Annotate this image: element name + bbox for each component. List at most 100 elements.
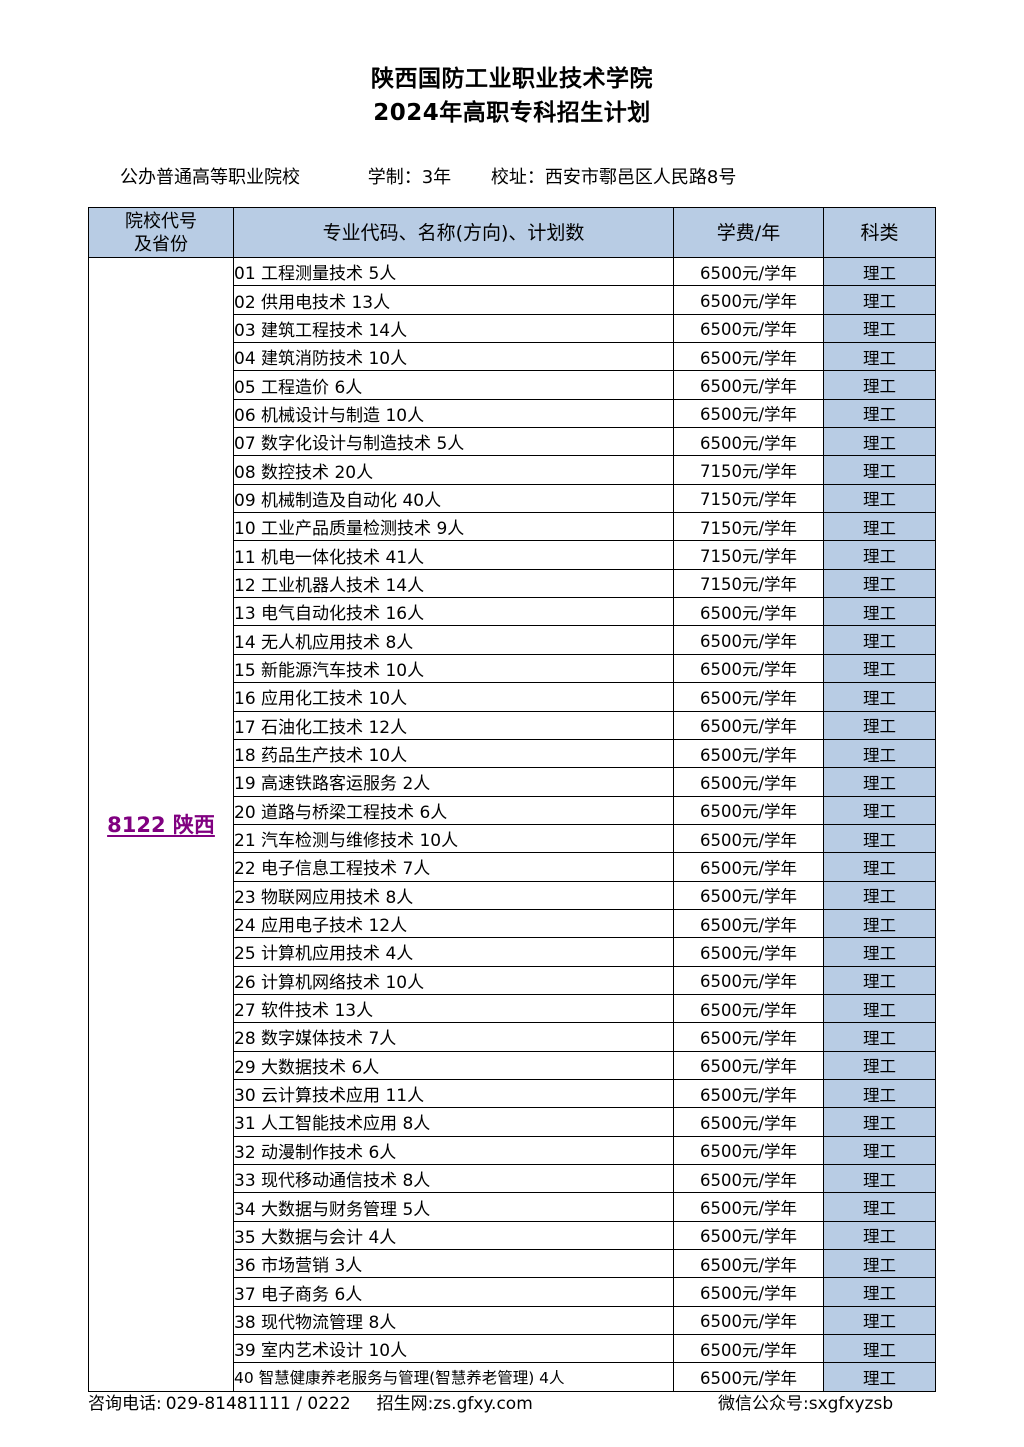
tuition-fee-cell: 6500元/学年 bbox=[673, 313, 824, 344]
table-row: 24 应用电子技术 12人 6500元/学年 理工 bbox=[89, 908, 936, 939]
column-header-school-code: 院校代号 及省份 bbox=[88, 207, 234, 258]
subject-category-cell: 理工 bbox=[823, 1107, 936, 1137]
major-cell: 34 大数据与财务管理 5人 bbox=[233, 1192, 674, 1222]
subject-category-cell: 理工 bbox=[823, 653, 936, 684]
column-header-school-code-line2: 及省份 bbox=[134, 233, 188, 255]
tuition-fee-cell: 6500元/学年 bbox=[673, 1022, 824, 1052]
tuition-fee-cell: 6500元/学年 bbox=[673, 937, 824, 967]
major-cell: 22 电子信息工程技术 7人 bbox=[233, 852, 674, 882]
subject-category-cell: 理工 bbox=[823, 880, 936, 910]
tuition-fee-cell: 6500元/学年 bbox=[673, 795, 824, 825]
tuition-fee-cell: 7150元/学年 bbox=[673, 568, 824, 599]
subject-category-cell: 理工 bbox=[823, 1022, 936, 1052]
subtitle-info: 公办普通高等职业院校 学制：3年 校址：西安市鄠邑区人民路8号 bbox=[120, 166, 920, 190]
subject-category-cell: 理工 bbox=[823, 1305, 936, 1336]
subject-category-cell: 理工 bbox=[823, 398, 936, 429]
column-header-school-code-line1: 院校代号 bbox=[125, 210, 197, 232]
subject-category-cell: 理工 bbox=[823, 625, 936, 655]
tuition-fee-cell: 6500元/学年 bbox=[673, 342, 824, 372]
table-row: 10 工业产品质量检测技术 9人 7150元/学年 理工 bbox=[89, 512, 936, 542]
table-row: 39 室内艺术设计 10人 6500元/学年 理工 bbox=[89, 1334, 936, 1364]
footer-contact-bar: 咨询电话: 029-81481111 / 0222 招生网:zs.gfxy.com … bbox=[88, 1392, 948, 1416]
subject-category-cell: 理工 bbox=[823, 1334, 936, 1364]
major-cell: 20 道路与桥梁工程技术 6人 bbox=[233, 795, 674, 825]
column-header-fee: 学费/年 bbox=[673, 207, 824, 258]
major-cell: 17 石油化工技术 12人 bbox=[233, 710, 674, 740]
column-header-major: 专业代码、名称(方向)、计划数 bbox=[233, 207, 674, 258]
tuition-fee-cell: 6500元/学年 bbox=[673, 1192, 824, 1222]
major-cell: 05 工程造价 6人 bbox=[233, 370, 674, 400]
major-cell: 24 应用电子技术 12人 bbox=[233, 908, 674, 939]
major-cell: 12 工业机器人技术 14人 bbox=[233, 568, 674, 599]
table-row: 18 药品生产技术 10人 6500元/学年 理工 bbox=[89, 738, 936, 769]
tuition-fee-cell: 6500元/学年 bbox=[673, 1305, 824, 1336]
school-type-label: 公办普通高等职业院校 bbox=[120, 167, 300, 188]
subject-category-cell: 理工 bbox=[823, 682, 936, 712]
tuition-fee-cell: 6500元/学年 bbox=[673, 1078, 824, 1109]
subject-category-cell: 理工 bbox=[823, 1078, 936, 1109]
tuition-fee-cell: 6500元/学年 bbox=[673, 370, 824, 400]
school-code-text: 8122 陕西 bbox=[107, 813, 215, 838]
major-cell: 38 现代物流管理 8人 bbox=[233, 1305, 674, 1336]
title-line-school: 陕西国防工业职业技术学院 bbox=[371, 66, 653, 92]
major-cell: 33 现代移动通信技术 8人 bbox=[233, 1163, 674, 1194]
tuition-fee-cell: 6500元/学年 bbox=[673, 625, 824, 655]
major-cell: 37 电子商务 6人 bbox=[233, 1277, 674, 1307]
tuition-fee-cell: 6500元/学年 bbox=[673, 256, 824, 287]
major-cell: 02 供用电技术 13人 bbox=[233, 285, 674, 315]
subject-category-cell: 理工 bbox=[823, 795, 936, 825]
major-cell: 29 大数据技术 6人 bbox=[233, 1050, 674, 1080]
subject-category-cell: 理工 bbox=[823, 767, 936, 797]
table-row: 13 电气自动化技术 16人 6500元/学年 理工 bbox=[89, 597, 936, 627]
tuition-fee-cell: 6500元/学年 bbox=[673, 398, 824, 429]
table-row: 8122 陕西 01 工程测量技术 5人 6500元/学年 理工 bbox=[88, 256, 936, 1392]
major-cell: 28 数字媒体技术 7人 bbox=[233, 1022, 674, 1052]
subject-category-cell: 理工 bbox=[823, 512, 936, 542]
subject-category-cell: 理工 bbox=[823, 908, 936, 939]
major-cell: 36 市场营销 3人 bbox=[233, 1249, 674, 1279]
table-row: 04 建筑消防技术 10人 6500元/学年 理工 bbox=[89, 342, 936, 372]
major-cell: 06 机械设计与制造 10人 bbox=[233, 398, 674, 429]
tuition-fee-cell: 6500元/学年 bbox=[673, 823, 824, 854]
tuition-fee-cell: 6500元/学年 bbox=[673, 1135, 824, 1166]
page-title: 陕西国防工业职业技术学院 2024年高职专科招生计划 bbox=[0, 62, 1024, 130]
phone-label: 咨询电话: bbox=[88, 1394, 162, 1414]
subject-category-cell: 理工 bbox=[823, 540, 936, 570]
subject-category-cell: 理工 bbox=[823, 1192, 936, 1222]
subject-category-cell: 理工 bbox=[823, 1362, 936, 1392]
major-cell: 39 室内艺术设计 10人 bbox=[233, 1334, 674, 1364]
admission-plan-table-wrapper: 院校代号 及省份 专业代码、名称(方向)、计划数 学费/年 科类 8122 陕西… bbox=[88, 207, 936, 1392]
column-header-kelei: 科类 bbox=[823, 207, 936, 258]
subject-category-cell: 理工 bbox=[823, 568, 936, 599]
tuition-fee-cell: 6500元/学年 bbox=[673, 965, 824, 995]
table-row: 37 电子商务 6人 6500元/学年 理工 bbox=[89, 1277, 936, 1307]
table-row: 23 物联网应用技术 8人 6500元/学年 理工 bbox=[89, 880, 936, 910]
tuition-fee-cell: 7150元/学年 bbox=[673, 540, 824, 570]
tuition-fee-cell: 6500元/学年 bbox=[673, 710, 824, 740]
table-row: 21 汽车检测与维修技术 10人 6500元/学年 理工 bbox=[89, 823, 936, 854]
major-cell: 26 计算机网络技术 10人 bbox=[233, 965, 674, 995]
subject-category-cell: 理工 bbox=[823, 483, 936, 514]
major-cell: 21 汽车检测与维修技术 10人 bbox=[233, 823, 674, 854]
study-duration-label: 学制：3年 bbox=[367, 167, 452, 188]
major-cell: 03 建筑工程技术 14人 bbox=[233, 313, 674, 344]
subject-category-cell: 理工 bbox=[823, 1163, 936, 1194]
subject-category-cell: 理工 bbox=[823, 1135, 936, 1166]
major-cell: 08 数控技术 20人 bbox=[233, 455, 674, 485]
major-cell: 25 计算机应用技术 4人 bbox=[233, 937, 674, 967]
table-row: 14 无人机应用技术 8人 6500元/学年 理工 bbox=[89, 625, 936, 655]
table-row: 19 高速铁路客运服务 2人 6500元/学年 理工 bbox=[89, 767, 936, 797]
subject-category-cell: 理工 bbox=[823, 455, 936, 485]
major-cell: 15 新能源汽车技术 10人 bbox=[233, 653, 674, 684]
table-row: 17 石油化工技术 12人 6500元/学年 理工 bbox=[89, 710, 936, 740]
subject-category-cell: 理工 bbox=[823, 710, 936, 740]
major-cell: 31 人工智能技术应用 8人 bbox=[233, 1107, 674, 1137]
major-cell: 40 智慧健康养老服务与管理(智慧养老管理) 4人 bbox=[233, 1362, 674, 1392]
admission-website[interactable]: 招生网:zs.gfxy.com bbox=[376, 1394, 533, 1414]
major-cell: 13 电气自动化技术 16人 bbox=[233, 597, 674, 627]
table-row: 31 人工智能技术应用 8人 6500元/学年 理工 bbox=[89, 1107, 936, 1137]
major-cell: 14 无人机应用技术 8人 bbox=[233, 625, 674, 655]
major-cell: 23 物联网应用技术 8人 bbox=[233, 880, 674, 910]
subject-category-cell: 理工 bbox=[823, 370, 936, 400]
